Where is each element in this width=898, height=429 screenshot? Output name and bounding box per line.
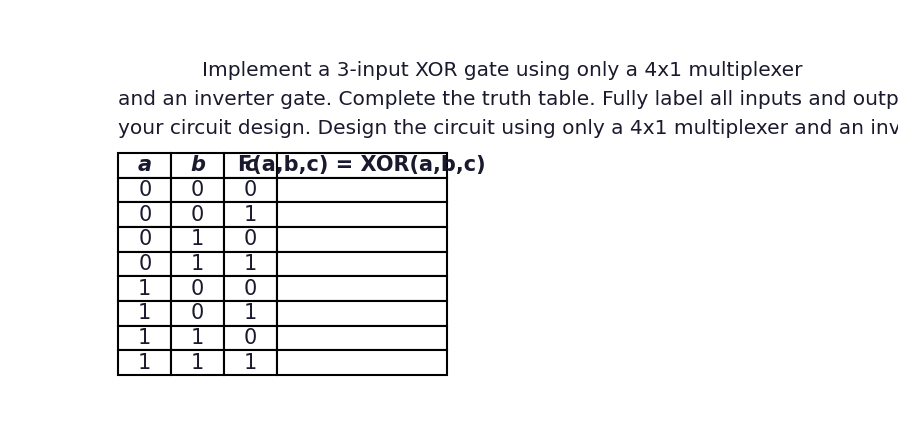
Text: 1: 1 (191, 328, 204, 348)
Text: 1: 1 (243, 205, 257, 225)
Bar (119, 178, 172, 202)
Text: 0: 0 (243, 180, 257, 200)
Text: 1: 1 (243, 254, 257, 274)
Text: 0: 0 (191, 180, 204, 200)
Text: 0: 0 (138, 230, 152, 249)
Bar (172, 202, 224, 227)
Text: Implement a 3-input XOR gate using only a 4x1 multiplexer: Implement a 3-input XOR gate using only … (201, 61, 802, 80)
Bar (277, 178, 447, 202)
Text: 1: 1 (191, 353, 204, 372)
Bar (277, 153, 447, 178)
Text: 0: 0 (191, 205, 204, 225)
Bar (224, 252, 277, 276)
Text: 1: 1 (138, 279, 152, 299)
Bar (277, 276, 447, 301)
Text: c: c (244, 155, 257, 175)
Text: 1: 1 (138, 353, 152, 372)
Text: 1: 1 (243, 303, 257, 323)
Bar (172, 301, 224, 326)
Bar (119, 202, 172, 227)
Text: 0: 0 (191, 303, 204, 323)
Bar (119, 153, 172, 178)
Bar (224, 326, 277, 350)
Bar (119, 227, 172, 252)
Bar (119, 350, 172, 375)
Bar (224, 350, 277, 375)
Text: 1: 1 (138, 328, 152, 348)
Bar (119, 301, 172, 326)
Text: b: b (190, 155, 205, 175)
Bar (172, 227, 224, 252)
Bar (172, 350, 224, 375)
Bar (224, 301, 277, 326)
Bar (224, 178, 277, 202)
Text: 1: 1 (191, 254, 204, 274)
Bar (119, 252, 172, 276)
Bar (277, 326, 447, 350)
Bar (277, 252, 447, 276)
Text: 0: 0 (243, 279, 257, 299)
Bar (172, 178, 224, 202)
Bar (172, 252, 224, 276)
Bar (224, 202, 277, 227)
Text: 1: 1 (243, 353, 257, 372)
Text: and an inverter gate. Complete the truth table. Fully label all inputs and outpu: and an inverter gate. Complete the truth… (119, 90, 898, 109)
Text: 1: 1 (138, 303, 152, 323)
Bar (224, 227, 277, 252)
Bar (119, 326, 172, 350)
Bar (119, 276, 172, 301)
Text: 0: 0 (243, 230, 257, 249)
Text: 0: 0 (138, 254, 152, 274)
Bar (277, 301, 447, 326)
Bar (277, 202, 447, 227)
Bar (172, 326, 224, 350)
Text: 0: 0 (138, 180, 152, 200)
Bar (277, 350, 447, 375)
Bar (277, 227, 447, 252)
Text: 0: 0 (138, 205, 152, 225)
Bar (224, 276, 277, 301)
Text: a: a (137, 155, 152, 175)
Text: 0: 0 (243, 328, 257, 348)
Bar (172, 276, 224, 301)
Text: your circuit design. Design the circuit using only a 4x1 multiplexer and an inve: your circuit design. Design the circuit … (119, 119, 898, 138)
Text: F(a,b,c) = XOR(a,b,c): F(a,b,c) = XOR(a,b,c) (238, 155, 486, 175)
Text: 1: 1 (191, 230, 204, 249)
Bar (224, 153, 277, 178)
Bar (172, 153, 224, 178)
Text: 0: 0 (191, 279, 204, 299)
